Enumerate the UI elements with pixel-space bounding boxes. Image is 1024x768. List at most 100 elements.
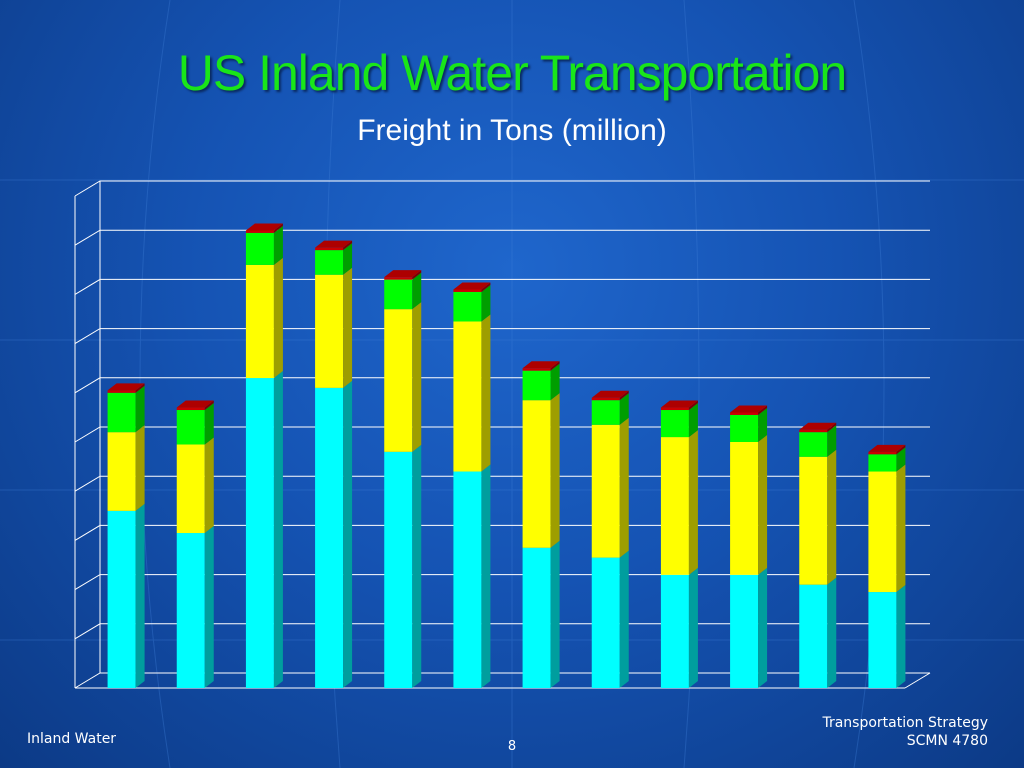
bar-segment-side [135, 383, 145, 393]
bar-segment [384, 279, 413, 310]
bar-top [315, 240, 353, 248]
bar-segment [107, 432, 136, 511]
bar-segment-side [896, 585, 906, 688]
bar-segment [176, 407, 205, 411]
bar-segment [522, 400, 551, 548]
bar-segment-side [827, 422, 837, 433]
bar-segment-side [550, 540, 560, 688]
bar-segment [245, 378, 274, 688]
bar-segment [868, 451, 897, 455]
bar-segment-side [758, 435, 768, 575]
bar-segment-side [343, 243, 353, 275]
bar-segment-side [619, 393, 629, 425]
bar-segment-side [481, 314, 491, 472]
bar-segment-side [343, 380, 353, 688]
bar-segment [245, 230, 274, 233]
gridline [74, 229, 930, 246]
bar-segment [591, 557, 620, 688]
bar-segment-side [412, 272, 422, 310]
bar-top [522, 361, 560, 369]
bar-segment-side [827, 449, 837, 585]
bar-segment [453, 321, 482, 472]
bar-segment-side [688, 400, 698, 411]
bar-segment-side [550, 393, 560, 548]
bar-segment [660, 407, 689, 411]
floor-edge [904, 672, 931, 689]
bar-segment [730, 574, 759, 688]
bar-segment-side [343, 240, 353, 251]
bar-segment [522, 547, 551, 688]
bar-segment [591, 400, 620, 425]
bar-segment-side [135, 385, 145, 433]
bar-segment-side [619, 390, 629, 401]
bar-segment [245, 232, 274, 265]
bar-segment [522, 370, 551, 401]
bar-segment [107, 390, 136, 393]
bar-top [591, 390, 629, 398]
bar-segment [799, 432, 828, 457]
footer-right-label: Transportation Strategy SCMN 4780 [822, 714, 988, 750]
bar-segment [315, 387, 344, 688]
bar-segment [591, 397, 620, 401]
bar-top [730, 405, 768, 413]
bar-segment [384, 451, 413, 688]
bar-segment-side [481, 284, 491, 322]
bar-segment-side [688, 403, 698, 438]
bar-segment-side [481, 464, 491, 688]
bar-segment-side [412, 270, 422, 280]
bar-segment-side [273, 225, 283, 265]
bar-segment-side [273, 371, 283, 688]
bar-segment [730, 442, 759, 575]
bar-segment [384, 309, 413, 452]
bar-segment-side [550, 361, 560, 371]
bar-top [245, 223, 283, 231]
bar-segment [730, 414, 759, 442]
chart-bars [107, 223, 906, 688]
bar-segment-side [896, 464, 906, 593]
bar-segment-side [896, 444, 906, 455]
bar-top [799, 422, 837, 430]
bar-segment-side [204, 526, 214, 688]
bar-segment [799, 456, 828, 585]
bar-segment-side [481, 282, 491, 292]
bar-segment [868, 592, 897, 688]
bar-segment [868, 471, 897, 593]
bar-segment [522, 368, 551, 371]
bar-segment [799, 584, 828, 688]
bar-segment-side [550, 363, 560, 401]
course-code: SCMN 4780 [906, 733, 988, 749]
footer-left-label: Inland Water [27, 731, 117, 747]
bar-segment-side [204, 403, 214, 445]
bar-segment [107, 510, 136, 688]
gridline [74, 377, 930, 394]
bar-segment-side [758, 405, 768, 415]
bar-segment-side [827, 425, 837, 457]
bar-segment-side [412, 444, 422, 688]
gridline [74, 328, 930, 345]
bar-segment [453, 291, 482, 322]
bar-segment [384, 277, 413, 280]
bar-segment [591, 424, 620, 558]
bar-segment [453, 289, 482, 292]
bar-segment-side [135, 503, 145, 688]
slide-subtitle: Freight in Tons (million) [357, 114, 667, 147]
bar-segment [107, 392, 136, 433]
bar-segment-side [135, 425, 145, 511]
bar-segment [315, 274, 344, 388]
bar-segment [453, 471, 482, 688]
gridline [74, 278, 930, 295]
bar-segment-side [204, 437, 214, 534]
bar-segment [315, 247, 344, 251]
bar-top [660, 400, 698, 408]
gridline [74, 180, 930, 197]
bar-segment [245, 264, 274, 379]
bar-segment-side [273, 223, 283, 233]
bar-segment-side [896, 447, 906, 472]
course-title: Transportation Strategy [822, 715, 988, 731]
bar-segment-side [827, 577, 837, 688]
page-number: 8 [507, 739, 517, 754]
bar-segment-side [204, 400, 214, 411]
bar-segment-side [758, 407, 768, 442]
bar-top [453, 282, 491, 290]
